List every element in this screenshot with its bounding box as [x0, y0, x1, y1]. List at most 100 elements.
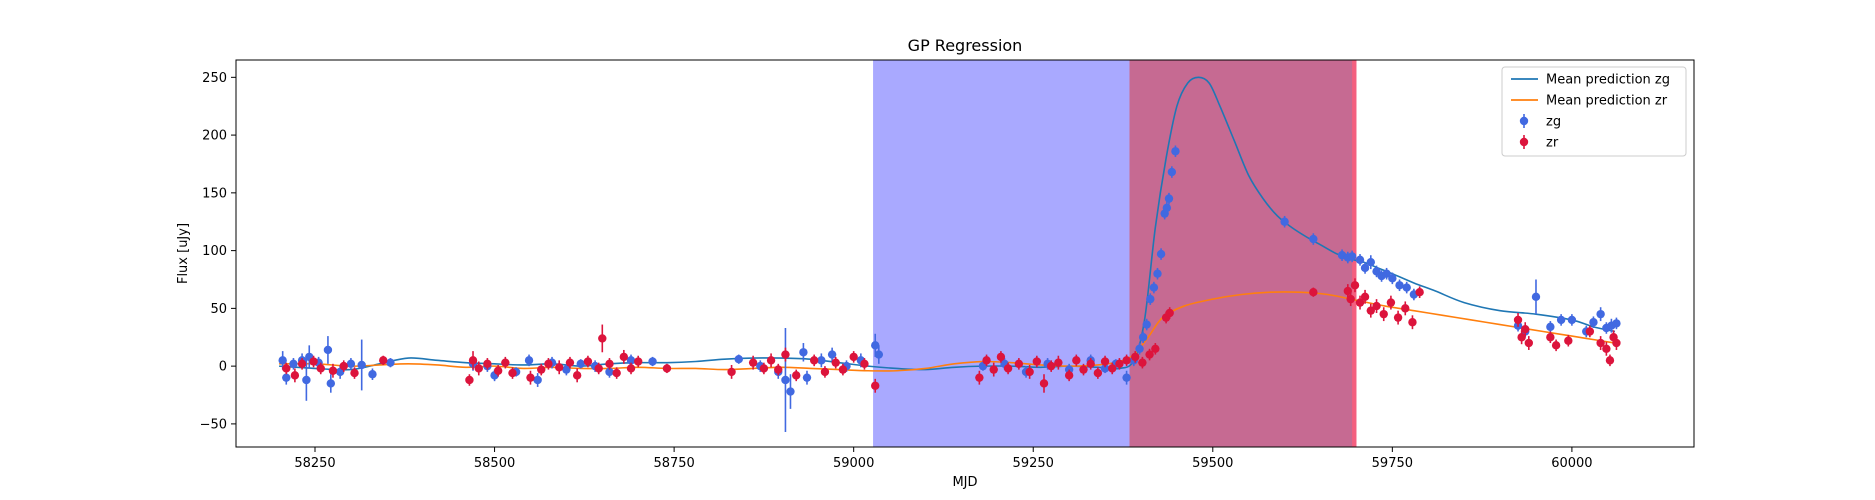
data-point — [1280, 217, 1289, 226]
y-tick-label: 250 — [202, 71, 227, 86]
shaded-region-0 — [873, 60, 1130, 447]
data-point — [282, 364, 291, 373]
data-point — [860, 359, 869, 369]
x-tick-label: 60000 — [1551, 456, 1592, 471]
data-point — [368, 370, 377, 379]
data-point — [1003, 364, 1013, 373]
data-point — [1039, 379, 1049, 388]
data-point — [1402, 283, 1411, 292]
y-axis-label: Flux [uJy] — [176, 223, 191, 284]
data-point — [1556, 315, 1566, 325]
data-point — [799, 348, 808, 357]
data-point — [1567, 315, 1577, 325]
data-point — [838, 365, 848, 374]
data-point — [748, 358, 758, 367]
data-point — [583, 357, 593, 366]
data-point — [533, 375, 542, 385]
data-point — [871, 341, 880, 350]
data-point — [1115, 359, 1124, 369]
data-point — [474, 364, 483, 373]
data-point — [1360, 292, 1370, 302]
legend-marker-swatch — [1519, 137, 1529, 147]
data-point — [648, 357, 657, 366]
data-point — [1054, 358, 1063, 367]
data-point — [1156, 249, 1166, 259]
data-point — [1564, 336, 1573, 345]
data-point — [1546, 322, 1555, 332]
data-point — [1546, 333, 1555, 342]
data-point — [1388, 274, 1397, 283]
data-point — [1366, 257, 1375, 267]
data-point — [290, 371, 300, 380]
data-point — [792, 371, 801, 380]
y-tick-label: 100 — [202, 244, 227, 259]
data-point — [849, 352, 858, 362]
data-point — [1596, 309, 1605, 319]
data-point — [1122, 356, 1131, 365]
x-tick-label: 58250 — [294, 456, 335, 471]
data-point — [544, 359, 553, 369]
data-point — [1393, 313, 1403, 322]
legend: Mean prediction zg Mean prediction zr zg zr — [1501, 66, 1687, 157]
legend-box — [1501, 66, 1687, 157]
data-points — [278, 145, 1621, 432]
data-point — [572, 371, 582, 380]
data-point — [526, 373, 535, 382]
data-point — [524, 356, 534, 365]
data-point — [1517, 333, 1526, 342]
data-point — [626, 364, 636, 373]
data-point — [357, 360, 366, 370]
y-tick-label: 200 — [202, 129, 227, 144]
data-point — [809, 356, 819, 365]
data-point — [1524, 338, 1534, 348]
data-point — [346, 359, 356, 369]
data-point — [598, 334, 607, 343]
x-tick-label: 59250 — [1013, 456, 1054, 471]
data-point — [1064, 371, 1074, 380]
data-point — [1151, 344, 1160, 354]
data-point — [727, 367, 736, 377]
data-point — [786, 387, 795, 396]
data-point — [1131, 352, 1140, 362]
data-point — [1355, 255, 1365, 265]
data-point — [982, 356, 991, 365]
x-tick-label: 59750 — [1372, 456, 1413, 471]
data-point — [1350, 281, 1360, 290]
data-point — [831, 358, 840, 367]
data-point — [619, 352, 629, 362]
data-point — [1355, 298, 1365, 307]
data-point — [576, 359, 585, 369]
data-point — [871, 381, 880, 390]
data-point — [996, 352, 1006, 362]
data-point — [817, 356, 826, 365]
legend-label: zr — [1546, 136, 1559, 151]
data-point — [1612, 319, 1621, 328]
x-tick-label: 58750 — [653, 456, 694, 471]
data-point — [781, 350, 790, 359]
legend-marker-swatch — [1519, 116, 1529, 126]
data-point — [1142, 320, 1151, 329]
data-point — [774, 365, 783, 374]
data-point — [1032, 357, 1042, 366]
data-point — [562, 365, 571, 374]
data-point — [1382, 269, 1391, 278]
data-point — [1521, 324, 1530, 334]
data-point — [1093, 368, 1103, 378]
data-point — [1531, 292, 1541, 302]
legend-label: zg — [1546, 115, 1561, 130]
data-point — [634, 357, 643, 366]
x-tick-label: 59500 — [1192, 456, 1233, 471]
data-point — [1366, 306, 1375, 315]
y-tick-label: −50 — [200, 417, 227, 432]
data-point — [483, 359, 492, 369]
data-point — [1551, 341, 1561, 350]
data-point — [555, 363, 564, 372]
data-point — [1138, 333, 1148, 342]
data-point — [605, 367, 614, 377]
shaded-regions — [873, 60, 1357, 447]
data-point — [1612, 338, 1621, 348]
data-point — [1162, 203, 1172, 213]
data-point — [1138, 358, 1147, 367]
x-tick-label: 59000 — [833, 456, 874, 471]
data-point — [323, 345, 333, 355]
